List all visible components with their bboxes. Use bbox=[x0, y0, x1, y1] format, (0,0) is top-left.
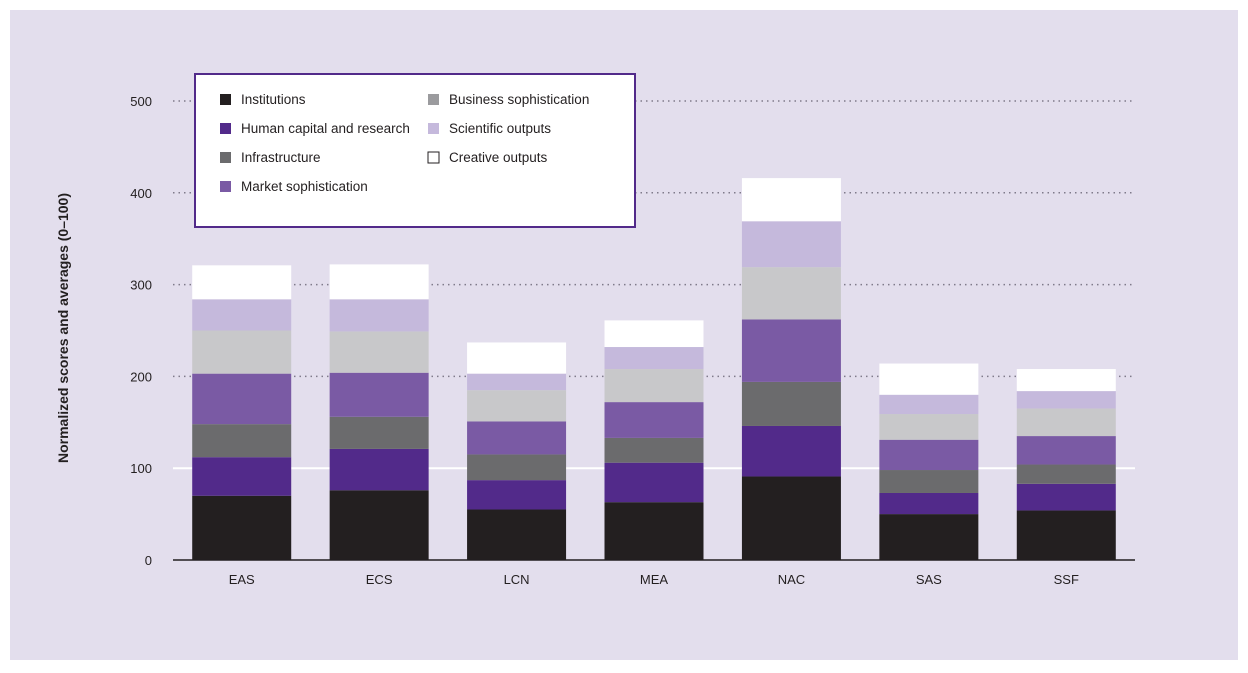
bar-segment-sas bbox=[879, 414, 979, 440]
x-tick-label: LCN bbox=[504, 572, 530, 587]
bar-segment-sas bbox=[879, 514, 979, 560]
bar-segment-sas bbox=[879, 470, 979, 493]
bar-segment-ecs bbox=[329, 372, 429, 417]
legend-swatch bbox=[220, 123, 231, 134]
bar-segment-nac bbox=[741, 319, 841, 382]
bar-segment-sas bbox=[879, 492, 979, 515]
x-tick-label: ECS bbox=[366, 572, 393, 587]
bar-segment-ecs bbox=[329, 448, 429, 491]
bar-segment-lcn bbox=[467, 509, 567, 560]
bar-segment-ecs bbox=[329, 416, 429, 449]
bar-segment-mea bbox=[604, 502, 704, 560]
legend-label: Business sophistication bbox=[449, 92, 589, 107]
bar-segment-lcn bbox=[467, 373, 567, 391]
bar-segment-lcn bbox=[467, 480, 567, 510]
bar-segment-eas bbox=[192, 299, 292, 331]
y-tick-label: 200 bbox=[130, 369, 152, 384]
y-tick-label: 500 bbox=[130, 94, 152, 109]
axes: 0 100 200 300 400 500 EAS ECS LCN MEA NAC SAS SSF bbox=[130, 94, 1135, 587]
chart-panel: 0 100 200 300 400 500 EAS ECS LCN MEA NAC SAS SSF No… bbox=[10, 10, 1238, 660]
bar-segment-lcn bbox=[467, 421, 567, 455]
bar-segment-mea bbox=[604, 402, 704, 438]
x-tick-label: NAC bbox=[778, 572, 805, 587]
bar-segment-eas bbox=[192, 373, 292, 425]
bar-segment-ssf bbox=[1016, 483, 1116, 511]
bar-segment-mea bbox=[604, 437, 704, 463]
bar-segment-nac bbox=[741, 267, 841, 320]
bar-segment-ssf bbox=[1016, 464, 1116, 484]
bars bbox=[192, 178, 1116, 560]
bar-segment-ssf bbox=[1016, 369, 1116, 392]
bar-segment-eas bbox=[192, 330, 292, 374]
y-tick-label: 400 bbox=[130, 186, 152, 201]
bar-segment-sas bbox=[879, 394, 979, 415]
bar-segment-eas bbox=[192, 457, 292, 496]
bar-segment-ssf bbox=[1016, 510, 1116, 560]
legend-label: Creative outputs bbox=[449, 150, 548, 165]
bar-segment-nac bbox=[741, 221, 841, 268]
bar-segment-ecs bbox=[329, 299, 429, 332]
x-tick-label: SAS bbox=[916, 572, 942, 587]
legend-swatch bbox=[428, 94, 439, 105]
bar-segment-mea bbox=[604, 462, 704, 503]
bar-segment-eas bbox=[192, 495, 292, 560]
legend-label: Market sophistication bbox=[241, 179, 368, 194]
legend-swatch bbox=[427, 151, 440, 164]
bar-segment-mea bbox=[604, 369, 704, 403]
bar-segment-eas bbox=[192, 424, 292, 458]
bar-segment-mea bbox=[604, 320, 704, 348]
legend-swatch bbox=[220, 152, 231, 163]
bar-segment-lcn bbox=[467, 454, 567, 481]
bar-segment-nac bbox=[741, 381, 841, 426]
bar-segment-ecs bbox=[329, 331, 429, 373]
bar-segment-nac bbox=[741, 476, 841, 560]
legend-swatch bbox=[428, 123, 439, 134]
x-tick-label: SSF bbox=[1054, 572, 1079, 587]
bar-segment-lcn bbox=[467, 342, 567, 374]
bar-segment-eas bbox=[192, 265, 292, 300]
bar-segment-sas bbox=[879, 363, 979, 395]
bar-segment-ecs bbox=[329, 264, 429, 300]
legend-swatch bbox=[220, 181, 231, 192]
x-tick-label: MEA bbox=[640, 572, 669, 587]
bar-segment-nac bbox=[741, 425, 841, 477]
legend-swatch bbox=[220, 94, 231, 105]
legend-label: Scientific outputs bbox=[449, 121, 551, 136]
bar-segment-ssf bbox=[1016, 436, 1116, 465]
legend-label: Infrastructure bbox=[241, 150, 321, 165]
stacked-bar-chart: 0 100 200 300 400 500 EAS ECS LCN MEA NAC SAS SSF No… bbox=[55, 73, 1135, 587]
legend-box bbox=[194, 73, 636, 228]
y-tick-label: 100 bbox=[130, 461, 152, 476]
y-tick-label: 300 bbox=[130, 278, 152, 293]
legend-label: Human capital and research bbox=[241, 121, 410, 136]
bar-segment-nac bbox=[741, 178, 841, 222]
y-axis-label: Normalized scores and averages (0–100) bbox=[55, 193, 71, 463]
bar-segment-mea bbox=[604, 347, 704, 370]
x-tick-label: EAS bbox=[229, 572, 255, 587]
y-tick-label: 0 bbox=[145, 553, 152, 568]
legend-label: Institutions bbox=[241, 92, 306, 107]
bar-segment-ssf bbox=[1016, 408, 1116, 437]
legend: Institutions Human capital and research In… bbox=[194, 73, 636, 228]
bar-segment-ssf bbox=[1016, 391, 1116, 409]
bar-segment-lcn bbox=[467, 390, 567, 422]
bar-segment-sas bbox=[879, 439, 979, 471]
bar-segment-ecs bbox=[329, 490, 429, 560]
